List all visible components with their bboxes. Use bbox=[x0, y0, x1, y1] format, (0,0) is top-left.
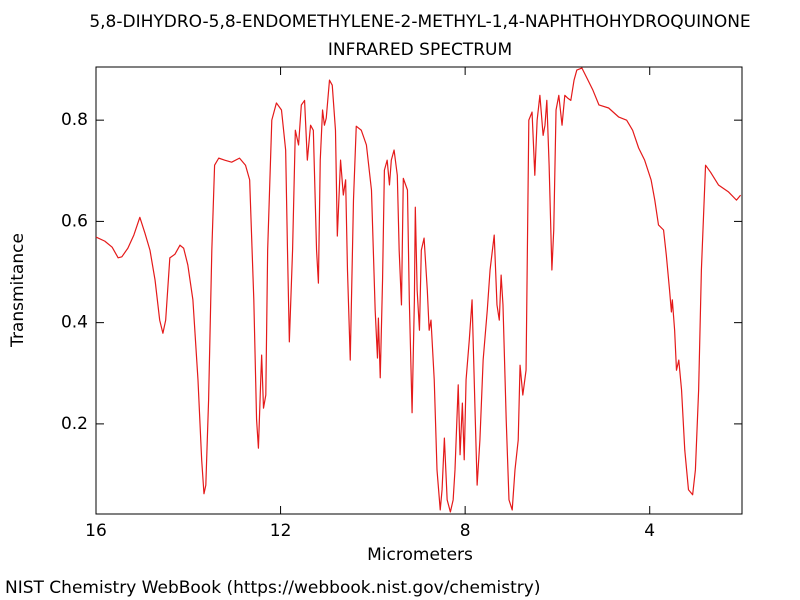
x-axis-label: Micrometers bbox=[367, 545, 473, 565]
footer: NIST Chemistry WebBook (https://webbook.… bbox=[5, 578, 540, 598]
y-tick-label: 0.8 bbox=[61, 110, 88, 130]
y-tick-label: 0.4 bbox=[61, 313, 88, 333]
chart-subtitle: INFRARED SPECTRUM bbox=[328, 40, 512, 60]
plot-frame bbox=[95, 66, 743, 515]
chart-title: 5,8-DIHYDRO-5,8-ENDOMETHYLENE-2-METHYL-1… bbox=[89, 12, 750, 32]
x-tick-label: 8 bbox=[460, 521, 471, 541]
y-tick-label: 0.6 bbox=[61, 211, 88, 231]
y-tick-label: 0.2 bbox=[61, 414, 88, 434]
y-axis-label: Transmitance bbox=[8, 233, 28, 348]
spectrum-line bbox=[95, 67, 742, 513]
x-tick-label: 12 bbox=[270, 521, 292, 541]
x-tick-label: 4 bbox=[644, 521, 655, 541]
x-tick-label: 16 bbox=[85, 521, 107, 541]
